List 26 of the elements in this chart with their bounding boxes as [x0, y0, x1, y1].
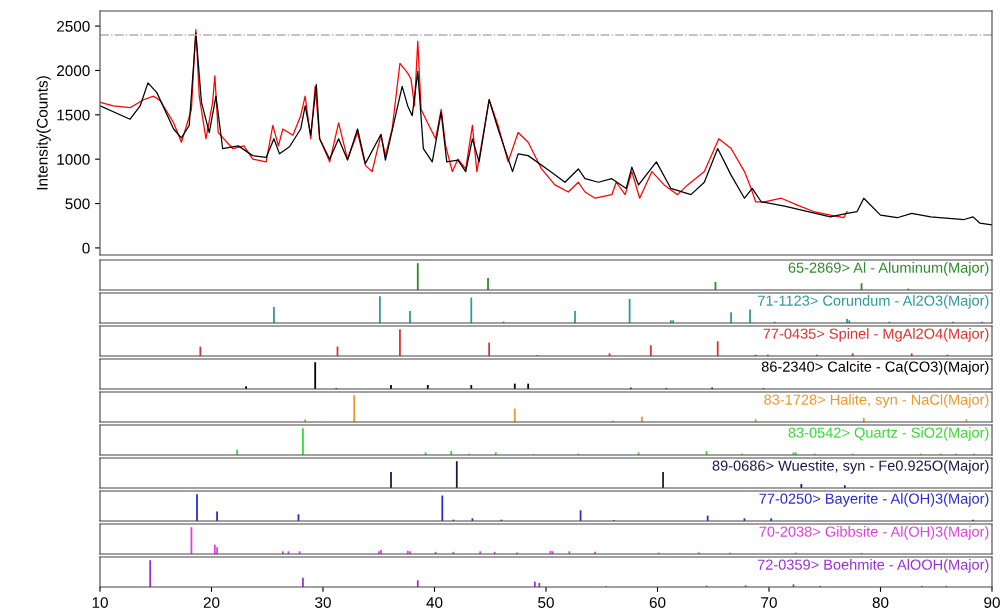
x-tick-label: 50: [538, 597, 554, 608]
chart-title: 86-2340> Calcite - Ca(CO3)(Major): [761, 361, 989, 375]
chart-title: 83-1728> Halite, syn - NaCl(Major): [764, 394, 989, 408]
chart-title: 83-0542> Quartz - SiO2(Major): [788, 427, 989, 441]
x-tick-label: 60: [649, 597, 666, 608]
chart-title: 77-0250> Bayerite - Al(OH)3(Major): [759, 493, 989, 507]
x-tick-label: 20: [203, 597, 220, 608]
chart-title: 72-0359> Boehmite - AlOOH(Major): [757, 559, 989, 573]
y-tick-label: 2500: [57, 20, 90, 32]
y-tick-label: 2000: [57, 65, 90, 77]
y-tick-label: 1000: [57, 154, 90, 165]
y-tick-label: 500: [65, 198, 90, 210]
y-axis-title: Intensity(Counts): [36, 76, 51, 190]
y-tick-label: 1500: [57, 109, 90, 121]
x-tick-label: 90: [984, 597, 1000, 608]
x-tick-label: 80: [872, 597, 889, 608]
x-tick-label: 40: [426, 597, 443, 608]
x-tick-label: 10: [92, 597, 108, 608]
x-tick-label: 70: [761, 597, 777, 608]
y-tick-label: 0: [82, 242, 90, 254]
chart-title: 65-2869> Al - Aluminum(Major): [788, 262, 989, 276]
chart-title: 70-2038> Gibbsite - Al(OH)3(Major): [759, 526, 989, 540]
chart-title: 89-0686> Wuestite, syn - Fe0.925O(Major): [712, 460, 989, 474]
chart-title: 71-1123> Corundum - Al2O3(Major): [758, 295, 989, 309]
x-tick-label: 30: [315, 597, 331, 608]
chart-title: 77-0435> Spinel - MgAl2O4(Major): [763, 328, 989, 342]
